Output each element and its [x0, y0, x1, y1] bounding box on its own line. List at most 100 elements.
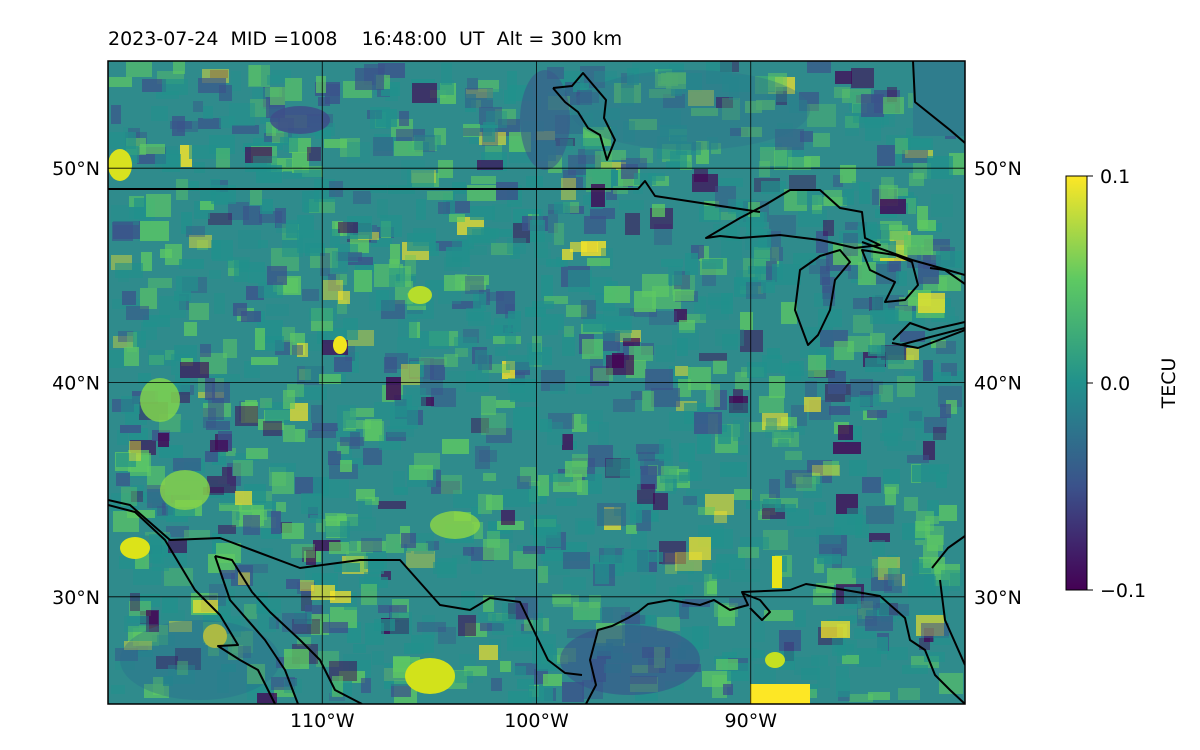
tec-cell — [939, 673, 963, 694]
tec-cell — [577, 90, 592, 105]
tec-cell — [591, 184, 605, 207]
tec-cell — [312, 423, 338, 431]
hudson-bay-coast — [552, 72, 616, 161]
tec-cell — [459, 654, 476, 668]
tec-cell — [117, 430, 128, 445]
tec-cell — [904, 371, 921, 379]
tec-cell — [370, 107, 390, 129]
tec-cell — [649, 311, 677, 325]
tec-cell — [652, 204, 665, 217]
tec-cell — [686, 489, 710, 505]
tec-cell — [888, 312, 917, 321]
tec-cell — [302, 289, 319, 301]
tec-cell — [263, 421, 282, 436]
tec-cell — [548, 413, 574, 429]
tec-cell — [517, 476, 531, 489]
tec-cell — [510, 247, 520, 259]
tec-cell — [159, 296, 186, 318]
tec-cell — [347, 142, 370, 163]
tec-cell — [543, 674, 562, 686]
tec-cell — [300, 580, 314, 591]
tec-cell — [950, 573, 963, 586]
tec-cell — [562, 334, 575, 356]
tec-cell — [243, 515, 260, 535]
tec-cell — [461, 281, 486, 290]
tec-cell — [741, 127, 762, 137]
tec-cell — [159, 445, 183, 458]
tec-cell — [666, 72, 686, 89]
tec-cell — [353, 644, 366, 653]
tec-cell — [823, 461, 839, 475]
tec-cell — [582, 339, 603, 359]
tec-cell — [546, 259, 564, 267]
tec-cell — [887, 87, 897, 102]
tec-cell — [917, 206, 928, 229]
tec-cell — [310, 515, 322, 523]
tec-cell — [653, 493, 668, 510]
tec-cell — [446, 247, 470, 267]
tec-cell — [756, 100, 775, 110]
tec-cell — [251, 517, 276, 528]
tec-cell — [203, 106, 213, 119]
tec-cell — [463, 329, 479, 343]
tec-cell — [180, 420, 193, 433]
tec-cell — [827, 568, 856, 585]
tec-cell — [140, 221, 169, 241]
tec-cell — [332, 251, 348, 272]
tec-cell — [422, 615, 435, 638]
tec-cell — [238, 646, 251, 658]
tec-cell — [149, 355, 164, 365]
tec-cell — [210, 440, 228, 452]
tec-cell — [919, 638, 930, 650]
tec-cell — [211, 240, 221, 259]
tec-cell — [355, 68, 384, 90]
tec-cell — [729, 598, 751, 607]
tec-cell — [140, 144, 165, 154]
tec-cell — [697, 434, 711, 454]
baja-peninsula — [108, 504, 276, 704]
tec-cell — [127, 615, 147, 623]
tec-cell — [162, 597, 178, 613]
tec-cell — [661, 466, 679, 479]
tec-cell — [276, 502, 286, 512]
tec-cell — [441, 475, 462, 494]
tec-cell — [121, 487, 137, 506]
tec-cell — [249, 65, 261, 86]
tec-cell — [400, 266, 411, 287]
tec-cell — [883, 469, 900, 486]
tec-cell — [717, 212, 736, 220]
tec-cell — [381, 300, 405, 319]
tec-cell — [147, 466, 165, 489]
tec-cell — [801, 668, 820, 680]
colorbar-ticks: 0.1 0.0 −0.1 — [1087, 166, 1146, 602]
tec-cell — [556, 257, 568, 267]
tec-cell — [438, 160, 453, 178]
lake-superior — [705, 189, 881, 249]
tec-cell — [405, 255, 416, 276]
tec-cell — [933, 636, 951, 645]
tec-cell — [369, 290, 395, 311]
tec-cell — [530, 515, 557, 535]
tec-cell — [718, 178, 743, 187]
tec-cell — [471, 554, 482, 574]
tec-cell — [682, 599, 710, 607]
tec-cell — [198, 118, 221, 129]
tec-cell — [200, 344, 211, 357]
tec-cell — [270, 463, 296, 472]
tec-cell — [602, 607, 630, 623]
tec-cell — [604, 286, 630, 303]
tec-cell — [319, 374, 341, 384]
tec-cell — [343, 318, 358, 340]
tec-cell — [173, 507, 195, 517]
tec-cell — [129, 601, 151, 616]
tec-cell — [414, 135, 441, 150]
tec-cell — [282, 523, 304, 539]
tec-cell — [936, 251, 962, 268]
tec-cell — [217, 670, 229, 693]
tec-cell — [533, 613, 543, 634]
tec-cell — [387, 426, 414, 437]
tec-cell — [256, 165, 282, 183]
tec-cell — [627, 68, 639, 85]
tec-cell — [386, 534, 404, 553]
